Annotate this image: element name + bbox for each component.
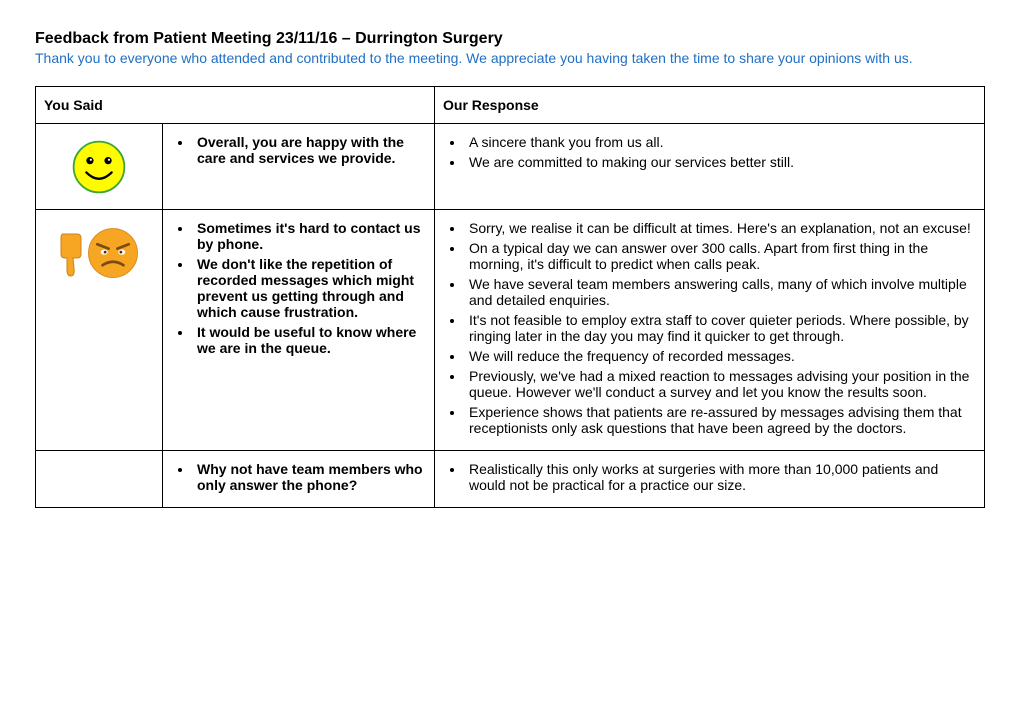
you-said-cell: Sometimes it's hard to contact us by pho… — [163, 210, 435, 451]
response-item: Realistically this only works at surgeri… — [465, 461, 976, 493]
you-said-cell: Overall, you are happy with the care and… — [163, 124, 435, 210]
response-item: We have several team members answering c… — [465, 276, 976, 308]
said-item: We don't like the repetition of recorded… — [193, 256, 426, 320]
you-said-cell: Why not have team members who only answe… — [163, 451, 435, 508]
response-cell: A sincere thank you from us all. We are … — [435, 124, 985, 210]
response-item: Sorry, we realise it can be difficult at… — [465, 220, 976, 236]
response-item: We will reduce the frequency of recorded… — [465, 348, 976, 364]
feedback-table: You Said Our Response Overall, you are h… — [35, 86, 985, 508]
said-item: Sometimes it's hard to contact us by pho… — [193, 220, 426, 252]
icon-cell — [36, 210, 163, 451]
response-item: On a typical day we can answer over 300 … — [465, 240, 976, 272]
response-item: Experience shows that patients are re-as… — [465, 404, 976, 436]
subtitle: Thank you to everyone who attended and c… — [35, 50, 985, 66]
happy-face-icon — [70, 138, 128, 196]
header-our-response: Our Response — [435, 87, 985, 124]
response-cell: Sorry, we realise it can be difficult at… — [435, 210, 985, 451]
response-item: A sincere thank you from us all. — [465, 134, 976, 150]
table-row: Overall, you are happy with the care and… — [36, 124, 985, 210]
said-item: Overall, you are happy with the care and… — [193, 134, 426, 166]
header-you-said: You Said — [36, 87, 435, 124]
response-cell: Realistically this only works at surgeri… — [435, 451, 985, 508]
page-title: Feedback from Patient Meeting 23/11/16 –… — [35, 30, 985, 48]
icon-cell — [36, 124, 163, 210]
table-row: Sometimes it's hard to contact us by pho… — [36, 210, 985, 451]
response-item: Previously, we've had a mixed reaction t… — [465, 368, 976, 400]
said-item: It would be useful to know where we are … — [193, 324, 426, 356]
said-item: Why not have team members who only answe… — [193, 461, 426, 493]
angry-face-icon — [85, 225, 141, 281]
thumbs-down-icon — [57, 224, 83, 282]
response-item: We are committed to making our services … — [465, 154, 976, 170]
table-row: Why not have team members who only answe… — [36, 451, 985, 508]
icon-cell — [36, 451, 163, 508]
response-item: It's not feasible to employ extra staff … — [465, 312, 976, 344]
